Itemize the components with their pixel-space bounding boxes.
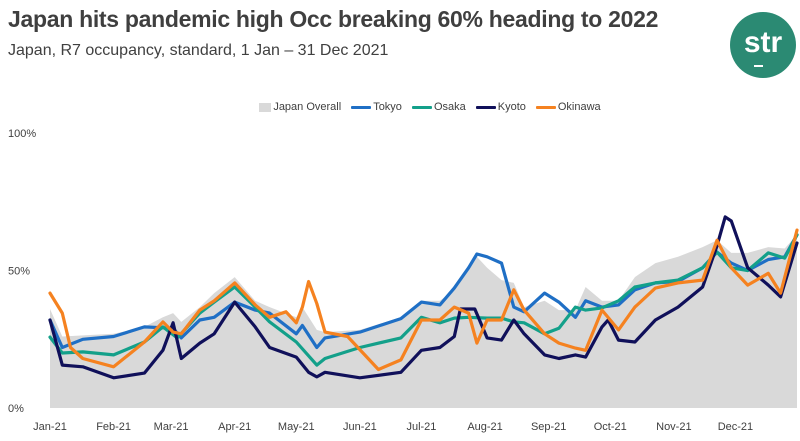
x-tick-label: Sep-21 [531, 421, 566, 433]
legend-label: Osaka [433, 101, 466, 113]
legend-label: Kyoto [497, 101, 526, 113]
legend-label: Tokyo [373, 101, 402, 113]
y-tick-label: 100% [8, 128, 36, 140]
line-okinawa [48, 228, 799, 372]
legend-item-tokyo: Tokyo [351, 101, 402, 113]
x-tick-label: Jul-21 [406, 421, 436, 433]
x-tick-label: Aug-21 [467, 421, 502, 433]
x-tick-label: Jan-21 [33, 421, 67, 433]
legend-swatch [535, 105, 556, 109]
x-tick-label: May-21 [278, 421, 315, 433]
x-tick-label: Mar-21 [154, 421, 189, 433]
legend-swatch [259, 102, 272, 112]
x-tick-label: Nov-21 [656, 421, 691, 433]
y-tick-label: 50% [8, 266, 30, 278]
legend-item-okinawa: Okinawa [535, 101, 601, 113]
line-kyoto [48, 215, 799, 380]
legend-item-kyoto: Kyoto [475, 101, 526, 113]
chart-subtitle: Japan, R7 occupancy, standard, 1 Jan – 3… [8, 42, 389, 59]
legend-item-osaka: Osaka [411, 101, 466, 113]
chart-legend: Japan Overall Tokyo Osaka Kyoto Okinawa [0, 101, 800, 113]
legend-swatch [411, 105, 432, 109]
line-osaka [48, 233, 799, 367]
legend-swatch [351, 105, 372, 109]
legend-label: Okinawa [557, 101, 601, 113]
x-tick-label: Feb-21 [96, 421, 131, 433]
x-tick-label: Dec-21 [718, 421, 753, 433]
x-tick-label: Oct-21 [594, 421, 627, 433]
x-tick-label: Apr-21 [218, 421, 251, 433]
str-logo: str [730, 12, 796, 78]
area-japan-overall [50, 234, 797, 408]
legend-label: Japan Overall [273, 101, 342, 113]
y-tick-label: 0% [8, 403, 24, 415]
legend-swatch [475, 105, 496, 109]
logo-text: str [743, 26, 783, 59]
line-tokyo [48, 233, 799, 350]
chart-title: Japan hits pandemic high Occ breaking 60… [8, 6, 659, 32]
legend-item-japan-overall: Japan Overall [259, 101, 341, 113]
x-tick-label: Jun-21 [343, 421, 377, 433]
